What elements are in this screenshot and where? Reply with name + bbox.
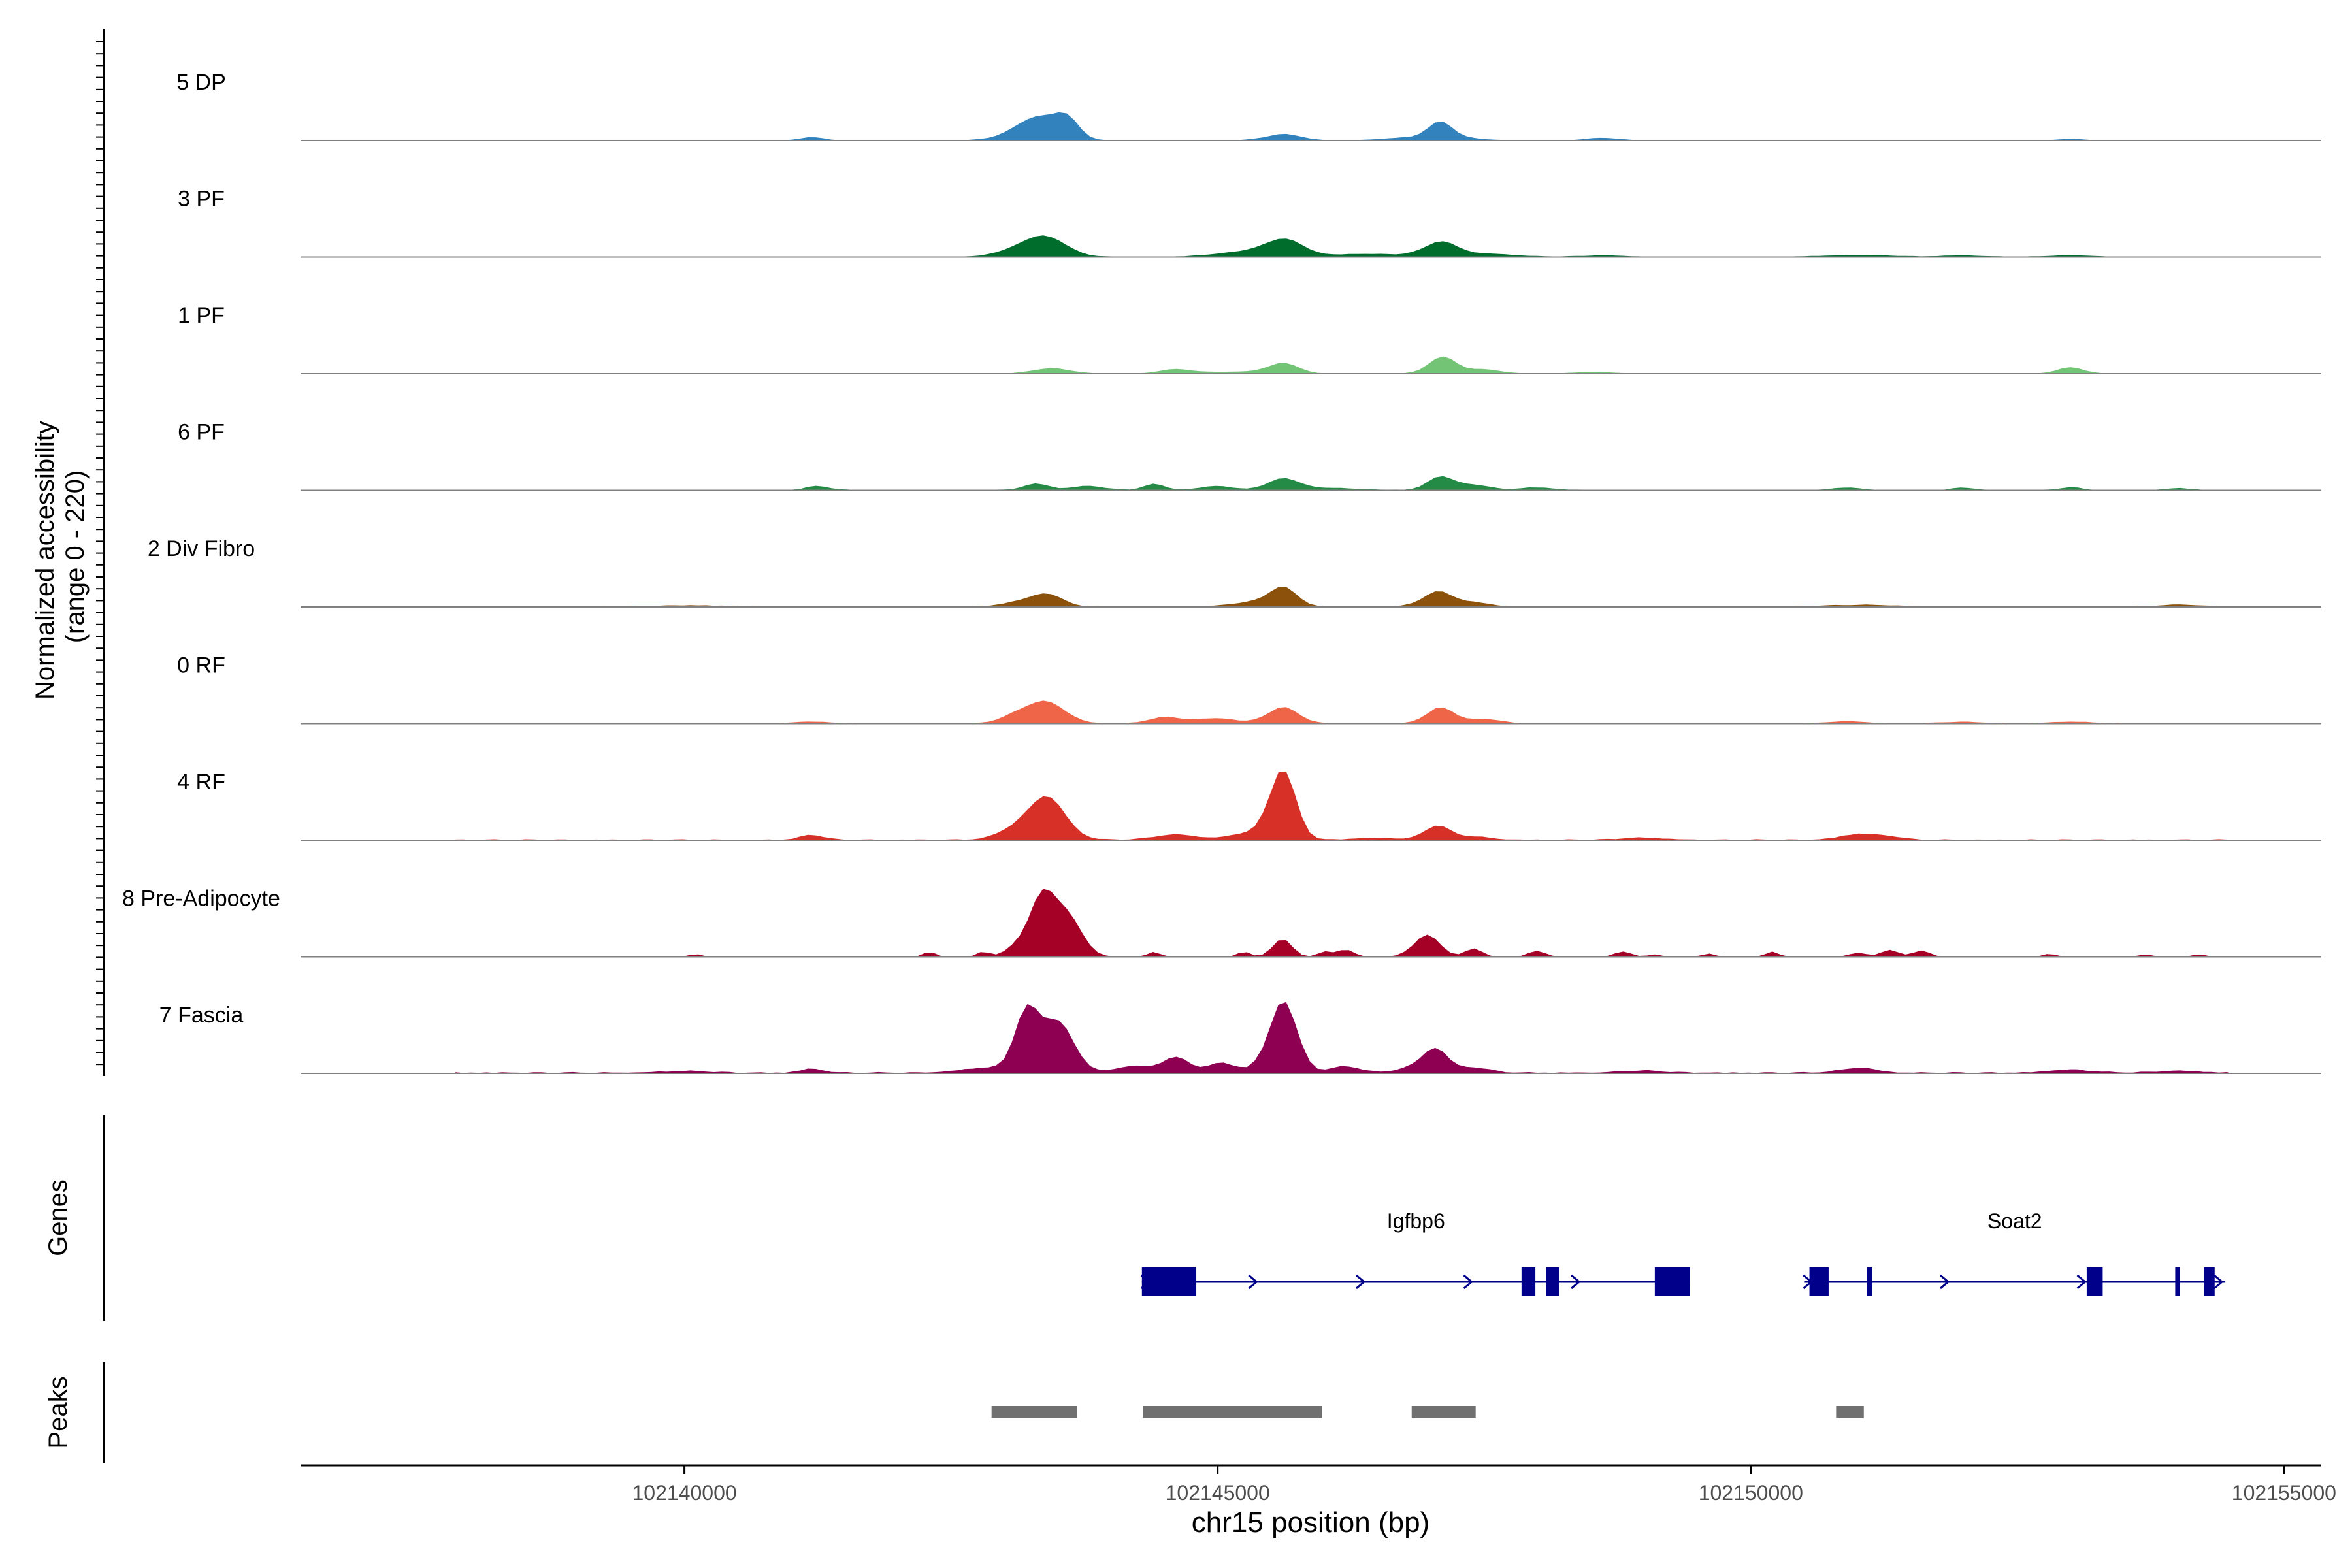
coverage-y-ticks bbox=[96, 41, 104, 1066]
gene-name-label: Igfbp6 bbox=[1387, 1209, 1445, 1233]
peak-bar bbox=[1411, 1406, 1476, 1418]
strand-arrow bbox=[2213, 1274, 2224, 1290]
gene-exon bbox=[2175, 1267, 2180, 1296]
y-axis-label-line1: Normalized accessibility bbox=[31, 421, 59, 700]
strand-arrow bbox=[1939, 1274, 1950, 1290]
gene-exon bbox=[1809, 1267, 1829, 1296]
peak-bar bbox=[1836, 1406, 1864, 1418]
y-axis-label-line2: (range 0 - 220) bbox=[61, 470, 90, 644]
track-label: 1 PF bbox=[178, 303, 225, 328]
gene-model: Soat2 bbox=[1803, 1209, 2226, 1296]
strand-arrow bbox=[1248, 1274, 1258, 1290]
peak-bar bbox=[991, 1406, 1077, 1418]
coverage-tracks: 5 DP 3 PF 1 PF 6 PF 2 Div Fibro 0 RF 4 RF 8 Pre… bbox=[122, 70, 2321, 1074]
track-label: 4 RF bbox=[177, 770, 225, 794]
track-label: 6 PF bbox=[178, 420, 225, 445]
gene-annotations: Igfbp6 Soat2 bbox=[1140, 1209, 2226, 1296]
x-tick-label: 102145000 bbox=[1166, 1481, 1270, 1505]
x-tick-label: 102150000 bbox=[1699, 1481, 1803, 1505]
coverage-area bbox=[455, 356, 2231, 374]
strand-arrow bbox=[2076, 1274, 2087, 1290]
coverage-track: 0 RF bbox=[177, 653, 2321, 725]
gene-model: Igfbp6 bbox=[1140, 1209, 1690, 1296]
gene-exon bbox=[1521, 1267, 1536, 1296]
track-label: 8 Pre-Adipocyte bbox=[122, 887, 280, 911]
track-label: 5 DP bbox=[176, 70, 226, 95]
peak-intervals bbox=[991, 1406, 1864, 1418]
peaks-track-label: Peaks bbox=[44, 1376, 73, 1448]
track-label: 7 Fascia bbox=[159, 1003, 244, 1028]
gene-name-label: Soat2 bbox=[1987, 1209, 2042, 1233]
coverage-track: 7 Fascia bbox=[159, 1002, 2321, 1074]
coverage-y-axis-label: Normalized accessibility (range 0 - 220) bbox=[31, 414, 90, 700]
gene-exon bbox=[1867, 1267, 1872, 1296]
x-tick-label: 102155000 bbox=[2232, 1481, 2336, 1505]
strand-arrow bbox=[1463, 1274, 1473, 1290]
coverage-track: 4 RF bbox=[177, 770, 2321, 841]
coverage-track: 5 DP bbox=[176, 70, 2321, 141]
gene-exon bbox=[1546, 1267, 1559, 1296]
track-label: 3 PF bbox=[178, 187, 225, 212]
gene-exon bbox=[2086, 1267, 2103, 1296]
genes-track-label: Genes bbox=[44, 1179, 73, 1256]
strand-arrow bbox=[1356, 1274, 1366, 1290]
track-label: 0 RF bbox=[177, 653, 225, 678]
x-axis-label: chr15 position (bp) bbox=[1192, 1507, 1429, 1539]
peak-bar bbox=[1143, 1406, 1322, 1418]
x-axis-ticks: 102140000 102145000 102150000 102155000 bbox=[632, 1465, 2336, 1505]
coverage-track: 6 PF bbox=[178, 420, 2321, 491]
coverage-track: 1 PF bbox=[178, 303, 2321, 374]
coverage-track: 2 Div Fibro bbox=[148, 536, 2321, 608]
gene-exon bbox=[1141, 1267, 1197, 1296]
gene-exon bbox=[1654, 1267, 1690, 1296]
coverage-track: 3 PF bbox=[178, 187, 2321, 258]
x-tick-label: 102140000 bbox=[632, 1481, 737, 1505]
gene-exon bbox=[2204, 1267, 2215, 1296]
track-label: 2 Div Fibro bbox=[148, 536, 255, 561]
strand-arrow bbox=[1571, 1274, 1581, 1290]
coverage-track: 8 Pre-Adipocyte bbox=[122, 887, 2321, 958]
